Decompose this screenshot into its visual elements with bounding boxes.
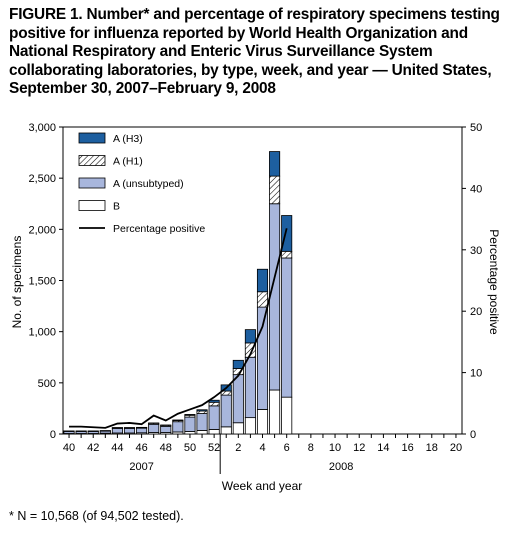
bar-b xyxy=(244,417,256,435)
figure-title: FIGURE 1. Number* and percentage of resp… xyxy=(9,6,500,97)
x-tick-label: 6 xyxy=(284,442,290,454)
bar-a-h3 xyxy=(196,409,208,412)
bar-a-h3 xyxy=(172,419,184,421)
x-tick-label: 40 xyxy=(63,442,75,454)
legend-swatch-a-h3 xyxy=(78,132,106,144)
x-tick-label: 50 xyxy=(184,442,196,454)
y-axis-label: No. of specimens xyxy=(10,236,24,329)
bar-a-h1 xyxy=(256,291,269,308)
x-tick-label: 20 xyxy=(450,442,462,454)
bar-a-unsubtyped xyxy=(208,405,220,430)
y2-tick-label: 40 xyxy=(470,183,482,195)
y-tick-label: 1,000 xyxy=(28,327,56,339)
y-tick-label: 2,000 xyxy=(28,224,56,236)
bar-a-unsubtyped xyxy=(232,374,244,424)
y2-tick-label: 20 xyxy=(470,306,482,318)
line-percentage-positive xyxy=(69,228,288,429)
bar-b xyxy=(256,409,269,435)
bar-b xyxy=(196,430,208,435)
x-tick-label: 18 xyxy=(426,442,438,454)
legend-label-percentage-positive: Percentage positive xyxy=(113,223,205,235)
x-tick-label: 42 xyxy=(87,442,99,454)
bar-a-unsubtyped xyxy=(148,423,160,433)
bar-a-unsubtyped xyxy=(220,394,232,428)
bar-a-h1 xyxy=(281,250,293,259)
bar-a-h3 xyxy=(269,151,281,177)
y2-tick-label: 50 xyxy=(470,122,482,134)
bar-a-unsubtyped xyxy=(136,427,148,434)
y-tick-label: 3,000 xyxy=(28,122,56,134)
bar-b xyxy=(208,428,220,435)
y2-tick-label: 0 xyxy=(470,429,476,441)
legend-label-a-unsubtyped: A (unsubtyped) xyxy=(113,178,184,190)
x-tick-label: 14 xyxy=(377,442,389,454)
x-tick-label: 46 xyxy=(135,442,147,454)
footnote: * N = 10,568 (of 94,502 tested). xyxy=(9,509,184,523)
bar-b xyxy=(269,389,281,435)
year-label-2007: 2007 xyxy=(129,461,153,473)
y-tick-label: 500 xyxy=(38,378,56,390)
bar-a-unsubtyped xyxy=(281,257,293,398)
legend-swatch-a-unsubtyped xyxy=(78,177,106,189)
x-tick-label: 52 xyxy=(208,442,220,454)
bar-a-unsubtyped xyxy=(184,416,196,432)
legend-label-b: B xyxy=(113,201,120,213)
bar-a-unsubtyped xyxy=(196,413,208,431)
x-tick-label: 2 xyxy=(235,442,241,454)
legend-swatch-a-h1 xyxy=(78,155,106,166)
x-tick-label: 10 xyxy=(329,442,341,454)
bar-a-h3 xyxy=(232,359,244,369)
y2-tick-label: 10 xyxy=(470,368,482,380)
legend-swatch-b xyxy=(78,200,106,211)
bar-b xyxy=(220,426,232,435)
bar-a-h3 xyxy=(281,215,293,252)
x-tick-label: 48 xyxy=(160,442,172,454)
bar-a-h3 xyxy=(256,268,269,293)
x-tick-label: 8 xyxy=(308,442,314,454)
bar-a-h1 xyxy=(208,401,220,407)
y-tick-label: 1,500 xyxy=(28,276,56,288)
bar-b xyxy=(281,396,293,435)
bar-a-unsubtyped xyxy=(160,425,172,433)
y-tick-label: 0 xyxy=(50,429,56,441)
bar-a-unsubtyped xyxy=(256,306,269,410)
y-tick-label: 2,500 xyxy=(28,173,56,185)
bar-a-unsubtyped xyxy=(123,427,136,434)
legend-label-a-h1: A (H1) xyxy=(113,156,143,168)
year-label-2008: 2008 xyxy=(329,461,353,473)
bar-a-unsubtyped xyxy=(269,203,281,391)
bar-a-h3 xyxy=(184,414,196,416)
legend-label-a-h3: A (H3) xyxy=(113,133,143,145)
bar-a-h1 xyxy=(269,175,281,205)
bar-b xyxy=(232,422,244,435)
bar-a-unsubtyped xyxy=(172,421,184,433)
bar-a-unsubtyped xyxy=(244,356,256,419)
x-tick-label: 16 xyxy=(401,442,413,454)
x-axis-label: Week and year xyxy=(222,479,303,493)
x-tick-label: 12 xyxy=(353,442,365,454)
y2-tick-label: 30 xyxy=(470,245,482,257)
bar-a-h3 xyxy=(244,329,256,344)
y2-axis-label: Percentage positive xyxy=(487,229,501,335)
bar-a-unsubtyped xyxy=(111,427,123,434)
x-tick-label: 44 xyxy=(111,442,123,454)
x-tick-label: 4 xyxy=(259,442,265,454)
